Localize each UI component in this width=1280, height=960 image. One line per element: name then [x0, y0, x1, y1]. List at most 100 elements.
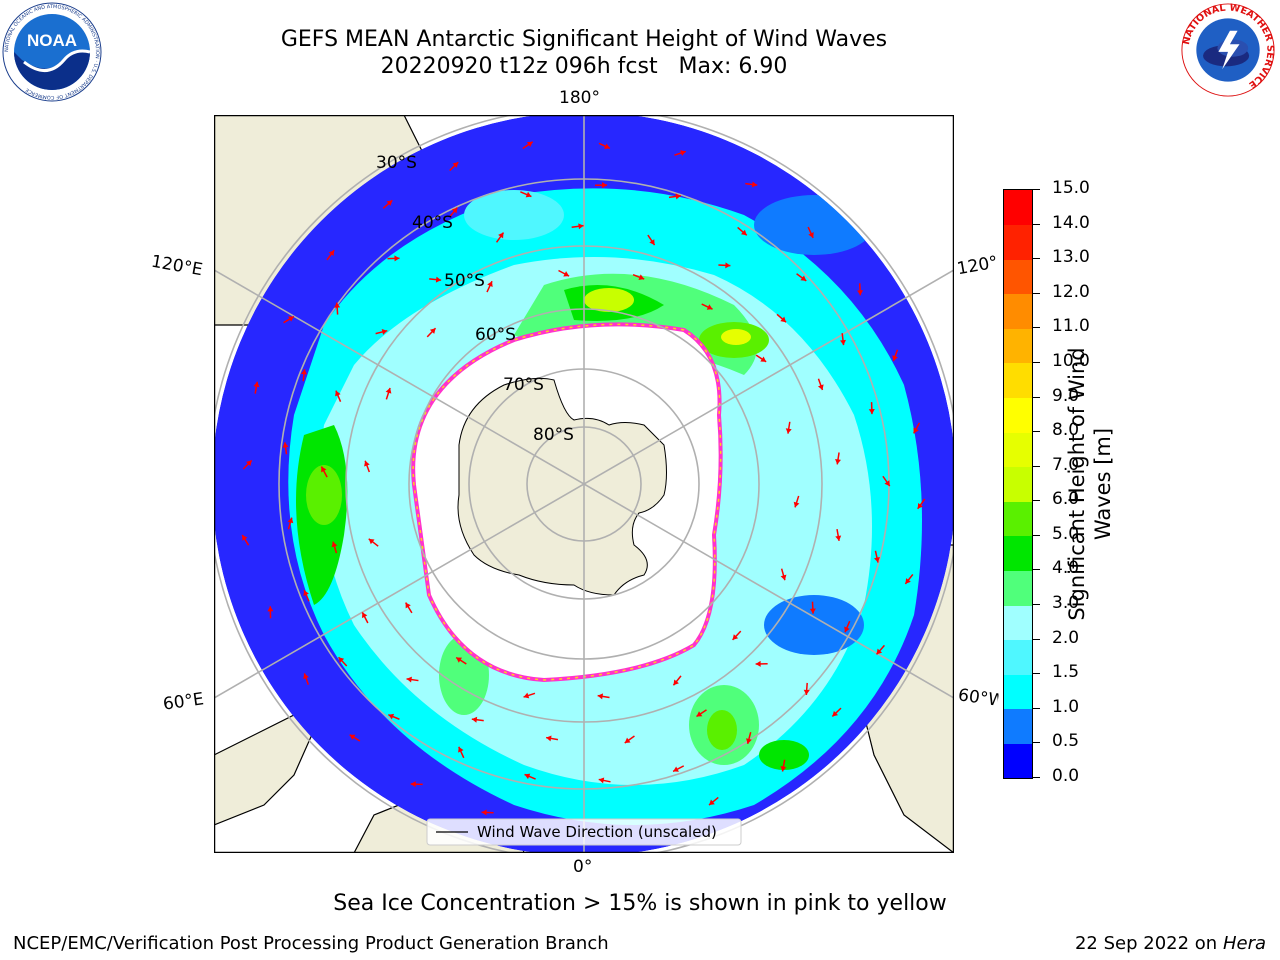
- svg-text:NOAA: NOAA: [27, 31, 77, 50]
- wind-arrow-head: [338, 657, 345, 663]
- wind-arrow-head: [282, 442, 289, 448]
- colorbar-title: Significant Height of Wind Waves [m]: [1065, 347, 1115, 621]
- colorbar-tick-label: 1.5: [1052, 662, 1080, 683]
- wind-arrow-head: [780, 766, 787, 772]
- wind-arrow-head: [364, 460, 370, 467]
- wind-arrow-head: [435, 276, 442, 283]
- wind-arrow-head: [471, 716, 478, 723]
- wind-arrow-head: [452, 162, 459, 168]
- footer-date: 22 Sep 2022 on Hera: [1074, 933, 1266, 954]
- wind-arrow-head: [246, 460, 252, 467]
- lon-label-0: 0°: [573, 857, 593, 877]
- chart-subtitle: 20220920 t12z 096h fcst Max: 6.90: [380, 54, 788, 79]
- wind-arrow-head: [578, 223, 584, 230]
- wind-arrow-head: [840, 339, 846, 346]
- wind-arrow-head: [835, 535, 842, 541]
- colorbar-band: [1004, 190, 1032, 226]
- wind-arrow-head: [429, 328, 436, 334]
- colorbar-tick-label: 13.0: [1052, 247, 1090, 268]
- wind-arrow-head: [732, 634, 739, 640]
- lat-label-50s: 50°S: [444, 271, 485, 291]
- polar-map: Wind Wave Direction (unscaled): [214, 115, 954, 853]
- colorbar-tick-label: 1.0: [1052, 696, 1080, 717]
- colorbar-tick: [1032, 604, 1040, 606]
- noaa-logo: NOAA NATIONAL OCEANIC AND ATMOSPHERIC AD…: [2, 2, 102, 102]
- wind-arrow-head: [913, 427, 919, 434]
- colorbar-tick: [1032, 361, 1040, 363]
- colorbar-tick: [1032, 258, 1040, 260]
- colorbar-band: [1004, 224, 1032, 260]
- wind-arrow-head: [868, 409, 875, 415]
- colorbar-tick-label: 0.0: [1052, 766, 1080, 786]
- wind-arrow-head: [917, 502, 924, 509]
- colorbar-band: [1004, 362, 1032, 399]
- colorbar-tick: [1032, 638, 1040, 640]
- colorbar-tick: [1032, 465, 1040, 467]
- colorbar: [1003, 189, 1033, 779]
- wind-arrow-head: [905, 578, 911, 584]
- lat-label-30s: 30°S: [376, 153, 417, 173]
- wind-arrow-head: [675, 193, 681, 200]
- wind-arrow-head: [331, 541, 338, 548]
- wind-arrow-head: [386, 200, 393, 206]
- lon-label-60e: 60°E: [161, 689, 206, 715]
- colorbar-tick: [1032, 327, 1040, 329]
- wind-arrow-head: [481, 809, 487, 816]
- colorbar-tick: [1032, 292, 1040, 294]
- wind-arrow-head: [267, 606, 274, 612]
- sea-ice-caption: Sea Ice Concentration > 15% is shown in …: [333, 891, 947, 916]
- colorbar-band: [1004, 328, 1032, 364]
- nws-logo: NATIONAL WEATHER SERVICE: [1181, 2, 1275, 97]
- wind-arrow-head: [368, 538, 375, 545]
- lat-label-80s: 80°S: [533, 425, 574, 445]
- wind-arrow-head: [388, 713, 395, 720]
- colorbar-tick-label: 9.0: [1052, 385, 1080, 406]
- africa-land: [214, 714, 315, 826]
- wind-arrow-head: [394, 255, 400, 262]
- wind-arrow-head: [874, 557, 880, 563]
- wind-arrow-head: [803, 689, 810, 695]
- colorbar-band: [1004, 535, 1032, 571]
- lat-label-40s: 40°S: [412, 213, 453, 233]
- lon-label-120w: 120°W: [955, 252, 999, 280]
- lon-label-120e: 120°E: [149, 251, 205, 281]
- wind-arrow-head: [673, 679, 679, 686]
- wind-arrow-head: [410, 781, 416, 788]
- wind-arrow-head: [884, 480, 890, 487]
- colorbar-tick: [1032, 569, 1040, 571]
- map-legend: Wind Wave Direction (unscaled): [426, 818, 742, 846]
- colorbar-band: [1004, 259, 1032, 295]
- colorbar-tick-label: 12.0: [1052, 281, 1090, 302]
- wind-arrow-head: [253, 381, 260, 388]
- colorbar-tick-label: 0.5: [1052, 731, 1080, 752]
- colorbar-band: [1004, 293, 1032, 329]
- wind-arrow-head: [405, 602, 411, 609]
- colorbar-tick-label: 4.0: [1052, 558, 1080, 579]
- wind-arrow-head: [746, 738, 752, 744]
- footer-organization: NCEP/EMC/Verification Post Processing Pr…: [13, 933, 609, 954]
- wind-arrow-head: [328, 250, 335, 257]
- wind-arrow-head: [832, 710, 839, 717]
- wind-arrow-head: [525, 191, 532, 198]
- colorbar-band: [1004, 466, 1032, 502]
- wind-arrow-head: [844, 626, 850, 633]
- colorbar-tick: [1032, 534, 1040, 536]
- wind-arrow-head: [406, 676, 412, 683]
- colorbar-tick: [1032, 431, 1040, 433]
- wind-arrow-head: [451, 207, 458, 214]
- wind-arrow-head: [638, 274, 645, 281]
- wind-arrow-head: [785, 428, 792, 434]
- colorbar-tick: [1032, 707, 1040, 709]
- colorbar-tick: [1032, 223, 1040, 225]
- colorbar-band: [1004, 501, 1032, 537]
- colorbar-tick: [1032, 500, 1040, 502]
- wind-arrow-head: [335, 390, 341, 397]
- wind-arrow-head: [361, 612, 368, 619]
- lat-label-70s: 70°S: [503, 375, 544, 395]
- colorbar-tick-label: 8.0: [1052, 420, 1080, 441]
- wind-arrow-head: [287, 517, 294, 524]
- wind-arrow-head: [604, 143, 610, 149]
- colorbar-tick-label: 10.0: [1052, 350, 1090, 371]
- wind-arrow-head: [349, 734, 356, 740]
- wind-arrow-head: [709, 799, 715, 806]
